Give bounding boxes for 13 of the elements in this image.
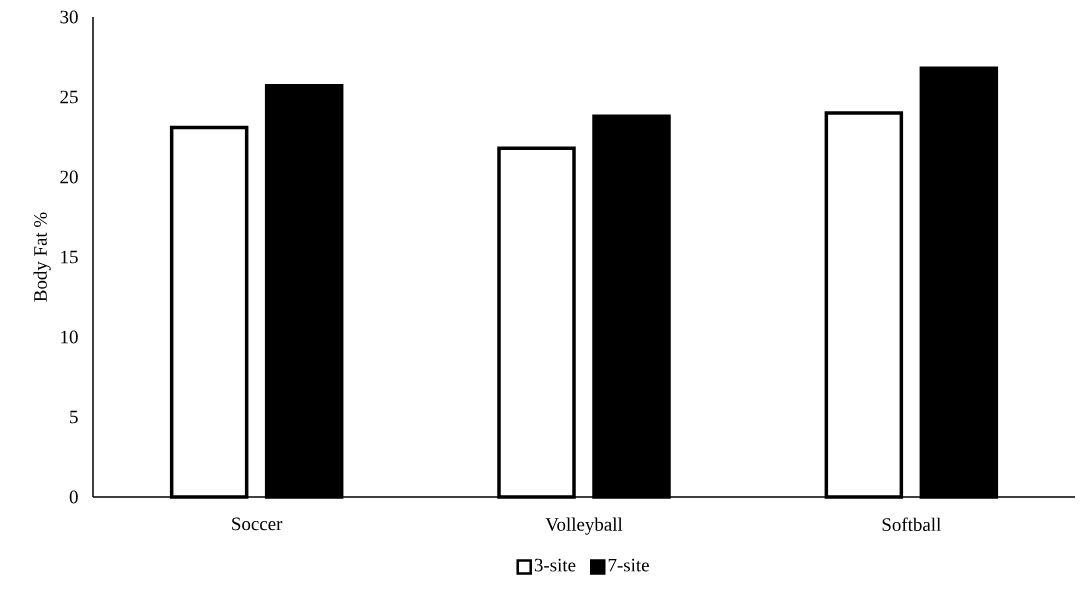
- y-tick-label: 25: [60, 90, 78, 104]
- x-tick-label: Volleyball: [545, 517, 623, 535]
- y-tick-label: 10: [61, 330, 78, 344]
- legend-label: 3-site: [534, 558, 576, 572]
- y-tick-label: 30: [60, 10, 78, 24]
- y-axis-title: Body Fat %: [33, 212, 51, 302]
- y-tick-label: 15: [61, 250, 78, 264]
- y-tick-label: 5: [70, 410, 78, 424]
- x-tick-label: Soccer: [232, 517, 283, 531]
- legend-label: 7-site: [608, 558, 649, 572]
- y-tick-label: 20: [60, 170, 78, 184]
- x-tick-label: Softball: [882, 517, 941, 532]
- y-tick-label: 0: [69, 490, 78, 504]
